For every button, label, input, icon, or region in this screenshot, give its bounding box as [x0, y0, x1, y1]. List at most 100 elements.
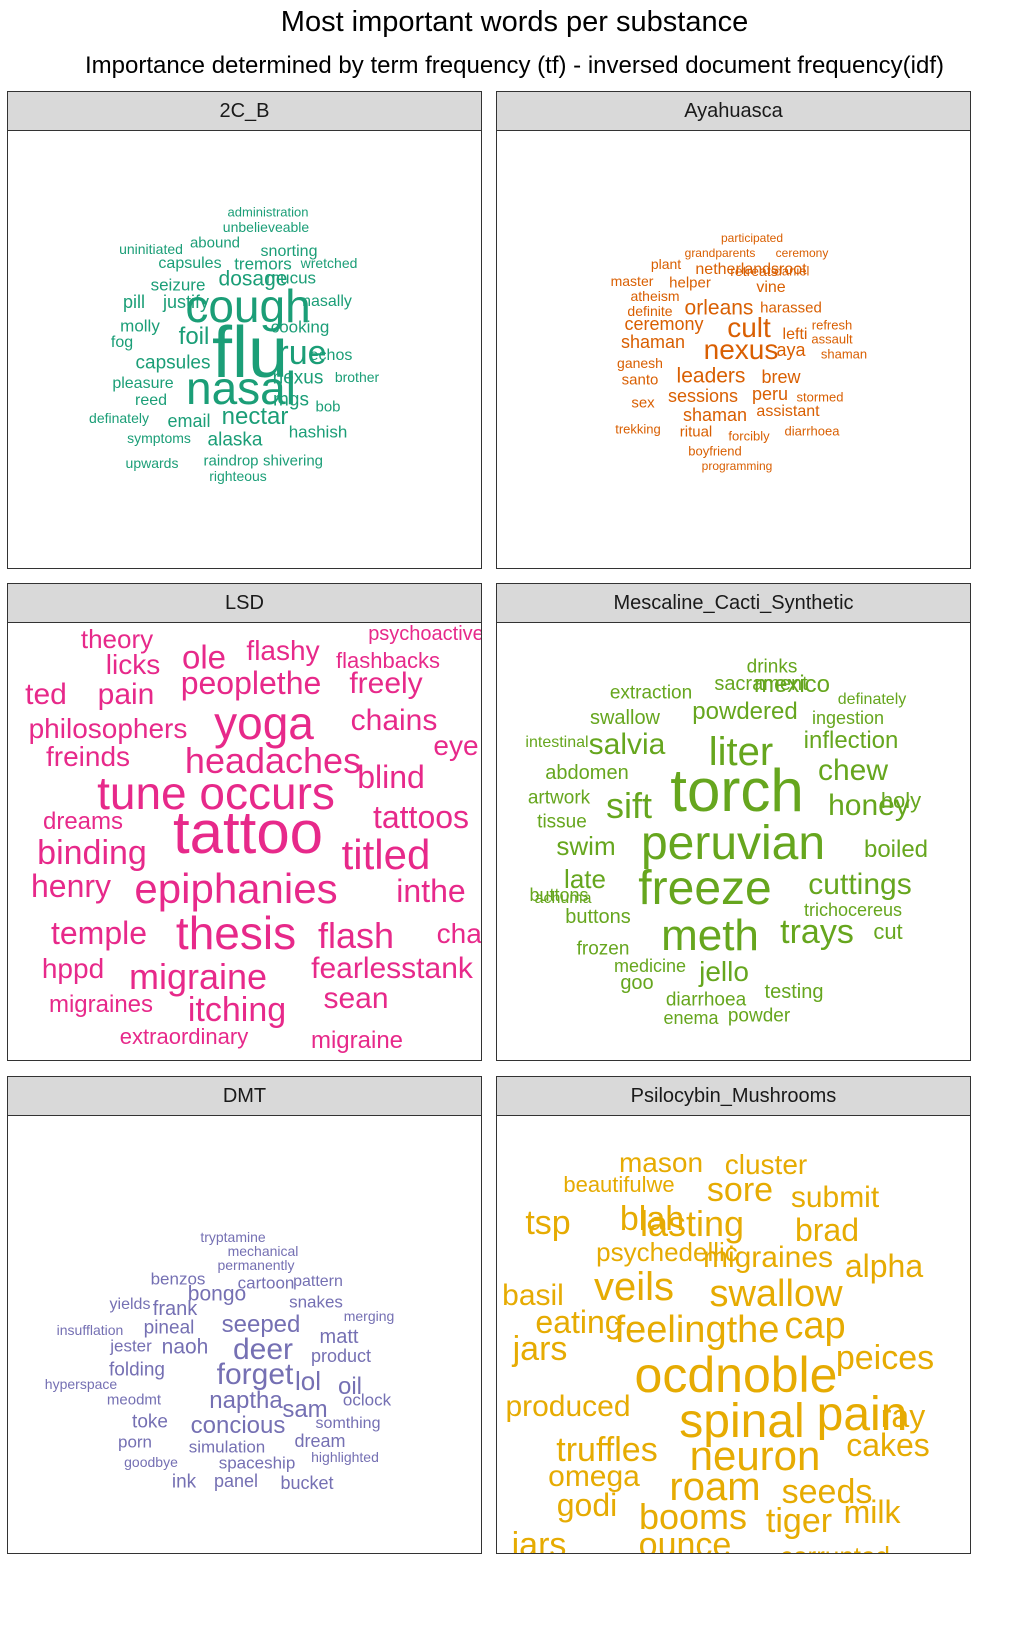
word-veils: veils	[593, 1265, 675, 1309]
word-cartoon: cartoon	[237, 1273, 295, 1293]
word-peruvian: peruvian	[640, 817, 826, 870]
facet-label: DMT	[8, 1077, 481, 1116]
word-boiled: boiled	[863, 836, 929, 863]
word-aya: aya	[776, 340, 806, 360]
word-cult: cult	[727, 312, 771, 343]
word-cap: cap	[784, 1305, 846, 1347]
word-tissue: tissue	[537, 811, 587, 833]
word-flashy: flashy	[246, 635, 320, 666]
word-basil: basil	[502, 1279, 564, 1312]
word-cooking: cooking	[270, 317, 330, 337]
word-beautifulwe: beautifulwe	[563, 1172, 675, 1197]
word-capsules: capsules	[135, 352, 211, 374]
word-jars: jars	[511, 1526, 567, 1553]
word-trekking: trekking	[615, 421, 661, 437]
word-trays: trays	[780, 913, 854, 951]
word-cloud: flu cough nasal rue nectar foil dosage capsules…	[8, 131, 481, 568]
word-alpha: alpha	[844, 1248, 924, 1284]
word-shaman: shaman	[682, 405, 748, 425]
word-omega: omega	[548, 1460, 640, 1493]
word-pain: pain	[816, 1388, 908, 1441]
word-deer: deer	[232, 1333, 294, 1366]
word-forcibly: forcibly	[728, 428, 770, 444]
word-naptha: naptha	[209, 1387, 283, 1414]
word-cloud: torch peruvian freeze meth liter sift trays sal…	[497, 623, 970, 1060]
word-chains: chains	[350, 704, 438, 737]
word-participated: participated	[720, 231, 784, 245]
word-nasal: nasal	[186, 362, 296, 414]
word-ray: ray	[880, 1398, 926, 1434]
word-tattoos: tattoos	[372, 799, 470, 835]
word-torch: torch	[670, 757, 804, 824]
word-drinks: drinks	[746, 656, 798, 678]
word-headaches: headaches	[184, 740, 362, 781]
word-ritual: ritual	[679, 423, 713, 441]
word-spinal: spinal	[679, 1395, 805, 1448]
word-dreams: dreams	[42, 808, 124, 835]
word-spaceship: spaceship	[218, 1453, 296, 1473]
word-late: late	[564, 864, 606, 894]
word-orleans: orleans	[684, 296, 754, 320]
word-philosophers: philosophers	[28, 713, 188, 744]
word-buttons: buttons	[529, 885, 589, 905]
word-holy: holy	[880, 788, 922, 813]
word-pineal: pineal	[143, 1317, 195, 1339]
word-nexus: nexus	[272, 367, 324, 389]
word-molly: molly	[120, 316, 160, 336]
word-roam: roam	[669, 1465, 761, 1509]
word-migraines: migraines	[48, 991, 154, 1018]
word-swallow: swallow	[589, 707, 661, 729]
word-cuttings: cuttings	[808, 868, 912, 901]
word-artwork: artwork	[527, 787, 591, 809]
word-cloud: tattoo tune occurs yoga thesis epiphanies tit…	[8, 623, 481, 1060]
word-meodmt: meodmt	[106, 1391, 162, 1409]
word-leaders: leaders	[676, 364, 746, 388]
word-ingestion: ingestion	[811, 708, 885, 728]
word-mgs: mgs	[273, 389, 309, 411]
facet-panel-2c-b: 2C_B flu cough nasal rue nectar foil dosage cap…	[7, 91, 482, 569]
word-binding: binding	[37, 834, 147, 872]
word-ole: ole	[181, 638, 227, 676]
word-sex: sex	[631, 394, 655, 412]
facet-label: Ayahuasca	[497, 92, 970, 131]
word-enema: enema	[663, 1008, 719, 1028]
word-righteous: righteous	[209, 468, 267, 484]
facet-panel-psilocybin: Psilocybin_Mushrooms ocdnoble spinal pain n…	[496, 1076, 971, 1554]
word-frank: frank	[152, 1298, 198, 1320]
word-tsp: tsp	[525, 1204, 571, 1242]
word-jars: jars	[512, 1330, 568, 1368]
word-ocdnoble: ocdnoble	[634, 1347, 838, 1403]
facet-panel-dmt: DMT deer forget lol seeped naptha sam concious…	[7, 1076, 482, 1554]
word-achuma: achuma	[534, 890, 592, 907]
word-bucket: bucket	[280, 1473, 334, 1493]
word-foil: foil	[178, 323, 210, 350]
word-definite: definite	[627, 303, 673, 319]
word-hashish: hashish	[288, 422, 348, 442]
word-daniel: daniel	[774, 263, 810, 279]
chart-title: Most important words per substance	[280, 6, 749, 38]
word-cakes: cakes	[846, 1427, 930, 1463]
word-medicine: medicine	[613, 956, 687, 976]
word-dream: dream	[294, 1431, 346, 1451]
word-insufflation: insufflation	[56, 1322, 124, 1338]
word-blah: blah	[619, 1200, 685, 1238]
word-product: product	[310, 1346, 372, 1366]
facet-label: Psilocybin_Mushrooms	[497, 1077, 970, 1116]
word-cough: cough	[185, 280, 311, 332]
word-definately: definately	[89, 410, 149, 426]
word-abdomen: abdomen	[545, 762, 629, 784]
word-chew: chew	[817, 754, 889, 787]
word-brother: brother	[334, 369, 380, 385]
word-simulation: simulation	[188, 1437, 266, 1457]
word-vine: vine	[756, 279, 786, 296]
word-goo: goo	[620, 972, 654, 994]
word-brad: brad	[794, 1212, 860, 1248]
word-chair: chair	[436, 918, 481, 949]
word-helper: helper	[669, 274, 711, 292]
facet-label: LSD	[8, 584, 481, 623]
word-alaska: alaska	[207, 429, 263, 451]
word-ink: ink	[171, 1471, 197, 1493]
word-truffles: truffles	[556, 1431, 658, 1469]
word-sean: sean	[323, 982, 389, 1015]
word-jester: jester	[110, 1336, 152, 1356]
